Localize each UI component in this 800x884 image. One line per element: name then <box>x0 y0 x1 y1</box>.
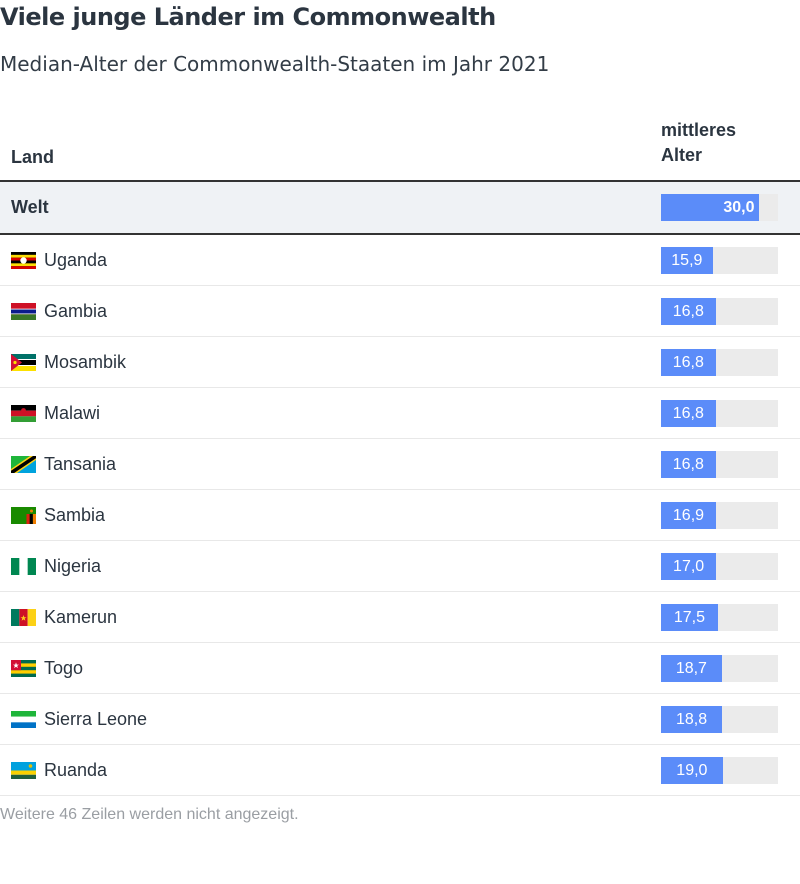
column-header-value-line1: mittleres <box>661 120 737 140</box>
table-row: Sambia 16,9 <box>0 490 800 541</box>
chart-title: Viele junge Länder im Commonwealth <box>0 3 496 31</box>
togo-flag-icon <box>11 659 36 677</box>
bar-track: 18,8 <box>661 706 778 733</box>
bar <box>661 298 716 325</box>
bar <box>661 400 716 427</box>
country-cell: Sambia <box>11 490 105 540</box>
country-name: Welt <box>11 197 49 217</box>
tanzania-flag-icon <box>11 455 36 473</box>
column-header-land[interactable]: Land <box>11 147 54 167</box>
bar-track: 16,8 <box>661 400 778 427</box>
country-cell: Malawi <box>11 388 100 438</box>
table-row: Nigeria 17,0 <box>0 541 800 592</box>
country-cell: Tansania <box>11 439 116 489</box>
bar-track: 16,8 <box>661 298 778 325</box>
malawi-flag-icon <box>11 404 36 422</box>
country-cell: Ruanda <box>11 745 107 795</box>
table-row: Uganda 15,9 <box>0 235 800 286</box>
table-row: Sierra Leone 18,8 <box>0 694 800 745</box>
zambia-flag-icon <box>11 506 36 524</box>
column-header-value[interactable]: mittleres Alter <box>661 118 791 168</box>
bar <box>661 604 718 631</box>
country-name: Nigeria <box>44 555 102 576</box>
column-header-value-line2: Alter <box>661 145 703 165</box>
bar <box>661 706 723 733</box>
country-cell: Mosambik <box>11 337 126 387</box>
table-row: Ruanda 19,0 <box>0 745 800 796</box>
bar-track: 16,8 <box>661 451 778 478</box>
mozambique-flag-icon <box>11 353 36 371</box>
country-name: Sierra Leone <box>44 708 148 729</box>
bar-label: 16,8 <box>672 302 704 320</box>
nigeria-flag-icon <box>11 557 36 575</box>
country-name: Ruanda <box>44 759 108 780</box>
more-rows-note: Weitere 46 Zeilen werden nicht angezeigt… <box>0 806 299 823</box>
country-name: Uganda <box>44 249 108 270</box>
table-row: Mosambik 16,8 <box>0 337 800 388</box>
table-row: Kamerun 17,5 <box>0 592 800 643</box>
country-cell: Togo <box>11 643 83 693</box>
bar-label: 16,8 <box>672 353 704 371</box>
bar <box>661 655 722 682</box>
bar-label: 15,9 <box>671 251 703 269</box>
bar-track: 19,0 <box>661 757 778 784</box>
bar-label: 17,0 <box>673 557 705 575</box>
bar-track: 15,9 <box>661 247 778 274</box>
country-cell: Uganda <box>11 235 107 285</box>
bar-track: 18,7 <box>661 655 778 682</box>
bar <box>661 247 713 274</box>
bar-label: 16,8 <box>672 455 704 473</box>
gambia-flag-icon <box>11 302 36 320</box>
country-name: Gambia <box>44 300 108 321</box>
sierra-leone-flag-icon <box>11 710 36 728</box>
table-row: Malawi 16,8 <box>0 388 800 439</box>
table-row-highlight: Welt 30,0 <box>0 182 800 235</box>
country-cell: Sierra Leone <box>11 694 147 744</box>
country-cell: Kamerun <box>11 592 117 642</box>
country-name: Sambia <box>44 504 106 525</box>
country-cell: Nigeria <box>11 541 101 591</box>
chart-subtitle: Median-Alter der Commonwealth-Staaten im… <box>0 52 550 76</box>
table-row: Tansania 16,8 <box>0 439 800 490</box>
bar <box>661 502 716 529</box>
bar <box>661 451 716 478</box>
table-row: Togo 18,7 <box>0 643 800 694</box>
bar-label: 19,0 <box>676 761 708 779</box>
bar-label: 16,9 <box>672 506 705 524</box>
country-name: Malawi <box>44 402 101 423</box>
bar-track: 30,0 <box>661 194 778 221</box>
bar-label: 16,8 <box>672 404 704 422</box>
uganda-flag-icon <box>11 251 36 269</box>
country-name: Togo <box>44 657 84 678</box>
country-name: Kamerun <box>44 606 118 627</box>
bar-label: 18,7 <box>675 659 707 677</box>
country-name: Mosambik <box>44 351 127 372</box>
data-table: Land mittleres Alter Welt 30,0 Uganda 15,… <box>0 110 800 796</box>
bar-track: 16,9 <box>661 502 778 529</box>
bar-track: 17,5 <box>661 604 778 631</box>
country-name: Tansania <box>44 453 117 474</box>
bar-label: 30,0 <box>723 198 755 216</box>
country-cell: Gambia <box>11 286 107 336</box>
bar <box>661 757 723 784</box>
bar <box>661 349 716 376</box>
bar-label: 17,5 <box>673 608 705 626</box>
table-row: Gambia 16,8 <box>0 286 800 337</box>
rwanda-flag-icon <box>11 761 36 779</box>
cameroon-flag-icon <box>11 608 36 626</box>
bar <box>661 194 759 221</box>
bar-track: 17,0 <box>661 553 778 580</box>
bar <box>661 553 717 580</box>
table-header: Land mittleres Alter <box>0 110 800 182</box>
bar-track: 16,8 <box>661 349 778 376</box>
bar-label: 18,8 <box>675 710 708 728</box>
